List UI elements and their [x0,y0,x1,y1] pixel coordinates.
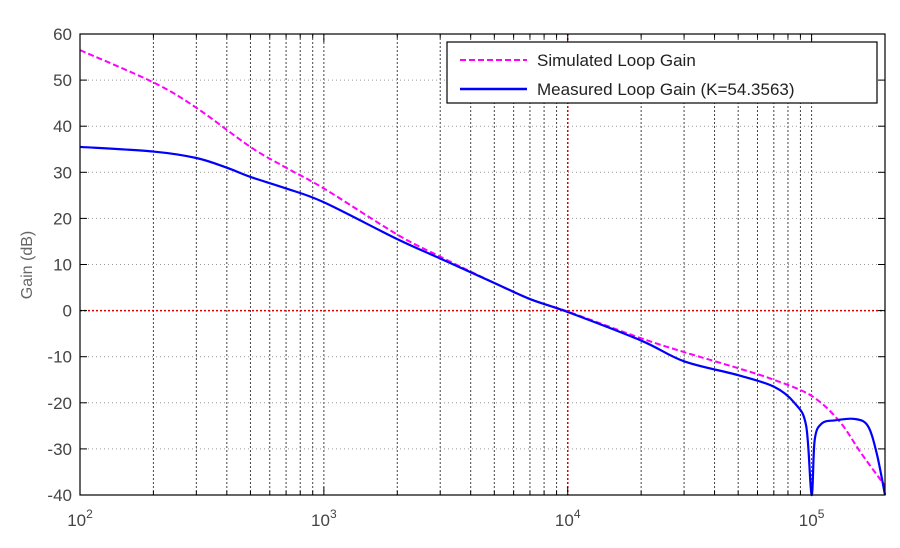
x-tick-label: 105 [799,507,825,530]
legend-box [446,41,878,104]
x-tick-label: 104 [555,507,581,530]
legend: Simulated Loop Gain Measured Loop Gain (… [446,41,878,104]
y-tick-label: 20 [53,209,72,228]
tick-marks [80,33,885,496]
y-tick-labels: 60 50 40 30 20 10 0 -10 -20 -30 -40 [47,25,72,505]
x-tick-labels: 102 103 104 105 [67,507,825,530]
y-tick-label: 10 [53,256,72,275]
y-tick-label: 60 [53,25,72,44]
x-tick-label: 102 [67,507,93,530]
y-tick-label: 40 [53,117,72,136]
y-tick-label: -20 [47,394,72,413]
plot-background [80,34,885,495]
series-line-measured [79,145,887,497]
legend-label-measured: Measured Loop Gain (K=54.3563) [537,80,795,99]
x-tick-label: 103 [311,507,337,530]
y-axis-label: Gain (dB) [19,231,36,299]
legend-label-simulated: Simulated Loop Gain [537,51,696,70]
y-tick-label: -30 [47,440,72,459]
grid-layer [80,34,885,495]
series-layer [79,49,887,497]
y-tick-label: 50 [53,71,72,90]
y-tick-label: -40 [47,486,72,505]
reference-lines [80,34,885,495]
y-tick-label: 0 [63,302,72,321]
y-tick-label: 30 [53,163,72,182]
y-tick-label: -10 [47,348,72,367]
